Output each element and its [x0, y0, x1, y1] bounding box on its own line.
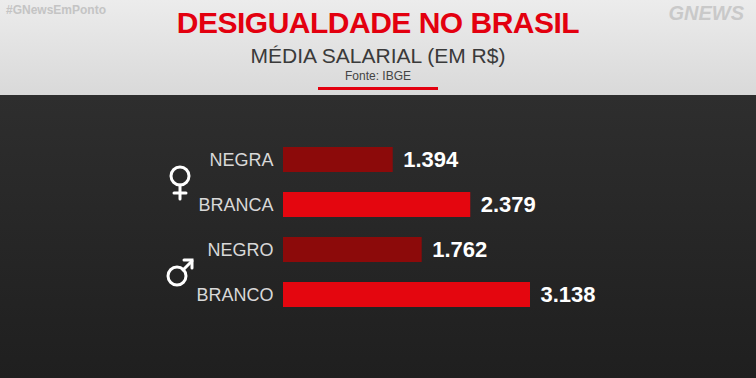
svg-text:BRANCO: BRANCO: [196, 285, 273, 305]
svg-text:3.138: 3.138: [541, 282, 596, 307]
html-text:MÉDIA SALARIAL (EM R$): MÉDIA SALARIAL (EM R$): [250, 44, 506, 67]
svg-text:1.394: 1.394: [403, 147, 459, 172]
svg-text:NEGRA: NEGRA: [209, 150, 273, 170]
html-text:GNEWS: GNEWS: [668, 2, 744, 24]
html-text:Fonte: IBGE: Fonte: IBGE: [345, 69, 411, 83]
svg-text:NEGRO: NEGRO: [207, 240, 273, 260]
svg-text:2.379: 2.379: [481, 192, 536, 217]
svg-text:BRANCA: BRANCA: [198, 195, 273, 215]
html-text:#GNewsEmPonto: #GNewsEmPonto: [6, 3, 106, 17]
html-text:DESIGUALDADE NO BRASIL: DESIGUALDADE NO BRASIL: [176, 6, 580, 39]
svg-text:1.762: 1.762: [432, 237, 487, 262]
